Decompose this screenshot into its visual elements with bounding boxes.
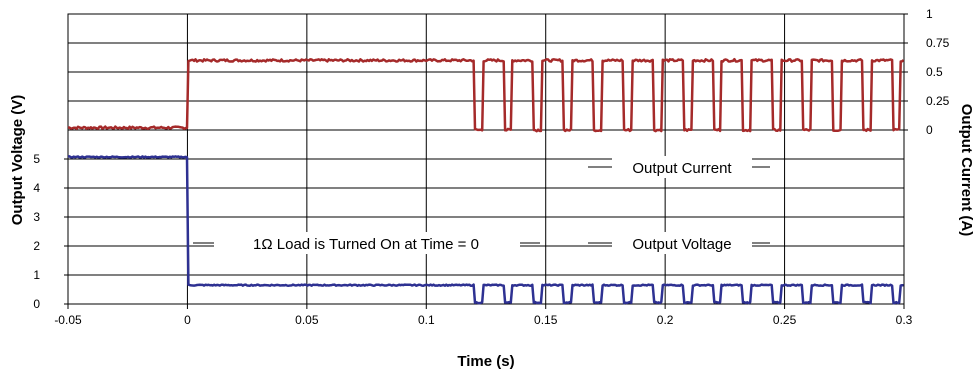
y-left-tick-label: 4 xyxy=(33,181,40,195)
y-left-tick-label: 0 xyxy=(33,297,40,311)
y-right-tick-label: 0.25 xyxy=(926,94,950,108)
annotation-voltage-bg xyxy=(612,232,752,254)
x-tick-label: 0.25 xyxy=(773,313,797,327)
annotation-current: Output Current xyxy=(588,156,770,178)
y-right-axis-title: Output Current (A) xyxy=(958,104,974,236)
y-right-tick-label: 0.75 xyxy=(926,36,950,50)
annotation-load-text: 1Ω Load is Turned On at Time = 0 xyxy=(253,236,479,253)
annotation-current-bg xyxy=(612,156,752,178)
annotation-current-text: Output Current xyxy=(632,160,732,177)
x-tick-label: 0.3 xyxy=(896,313,913,327)
x-tick-label: 0.15 xyxy=(534,313,558,327)
x-tick-label: -0.05 xyxy=(54,313,82,327)
annotation-load: 1Ω Load is Turned On at Time = 0 xyxy=(193,232,540,254)
series-output-voltage-line xyxy=(68,155,904,305)
series-group xyxy=(67,57,905,305)
y-right-tick-label: 0.5 xyxy=(926,65,943,79)
y-right-tick-label: 0 xyxy=(926,123,933,137)
y-right-tick-labels: 0 0.25 0.5 0.75 1 xyxy=(904,7,950,137)
series-output-current-line xyxy=(67,57,905,133)
x-tick-labels: -0.05 0 0.05 0.1 0.15 0.2 0.25 0.3 xyxy=(54,304,913,327)
grid-lines xyxy=(67,13,905,305)
x-tick-label: 0.2 xyxy=(657,313,674,327)
y-left-axis-title: Output Voltage (V) xyxy=(9,95,26,226)
x-tick-label: 0.05 xyxy=(295,313,319,327)
annotation-voltage: Output Voltage xyxy=(588,232,770,254)
y-left-tick-label: 2 xyxy=(33,239,40,253)
y-left-tick-labels: 0 1 2 3 4 5 xyxy=(33,152,68,311)
y-left-tick-label: 1 xyxy=(33,268,40,282)
y-right-tick-label: 1 xyxy=(926,7,933,21)
annotation-voltage-text: Output Voltage xyxy=(632,236,731,253)
y-left-tick-label: 3 xyxy=(33,210,40,224)
annotation-load-bg xyxy=(214,232,520,254)
x-axis-title: Time (s) xyxy=(457,353,514,370)
x-tick-label: 0.1 xyxy=(418,313,435,327)
x-tick-label: 0 xyxy=(184,313,191,327)
y-left-tick-label: 5 xyxy=(33,152,40,166)
